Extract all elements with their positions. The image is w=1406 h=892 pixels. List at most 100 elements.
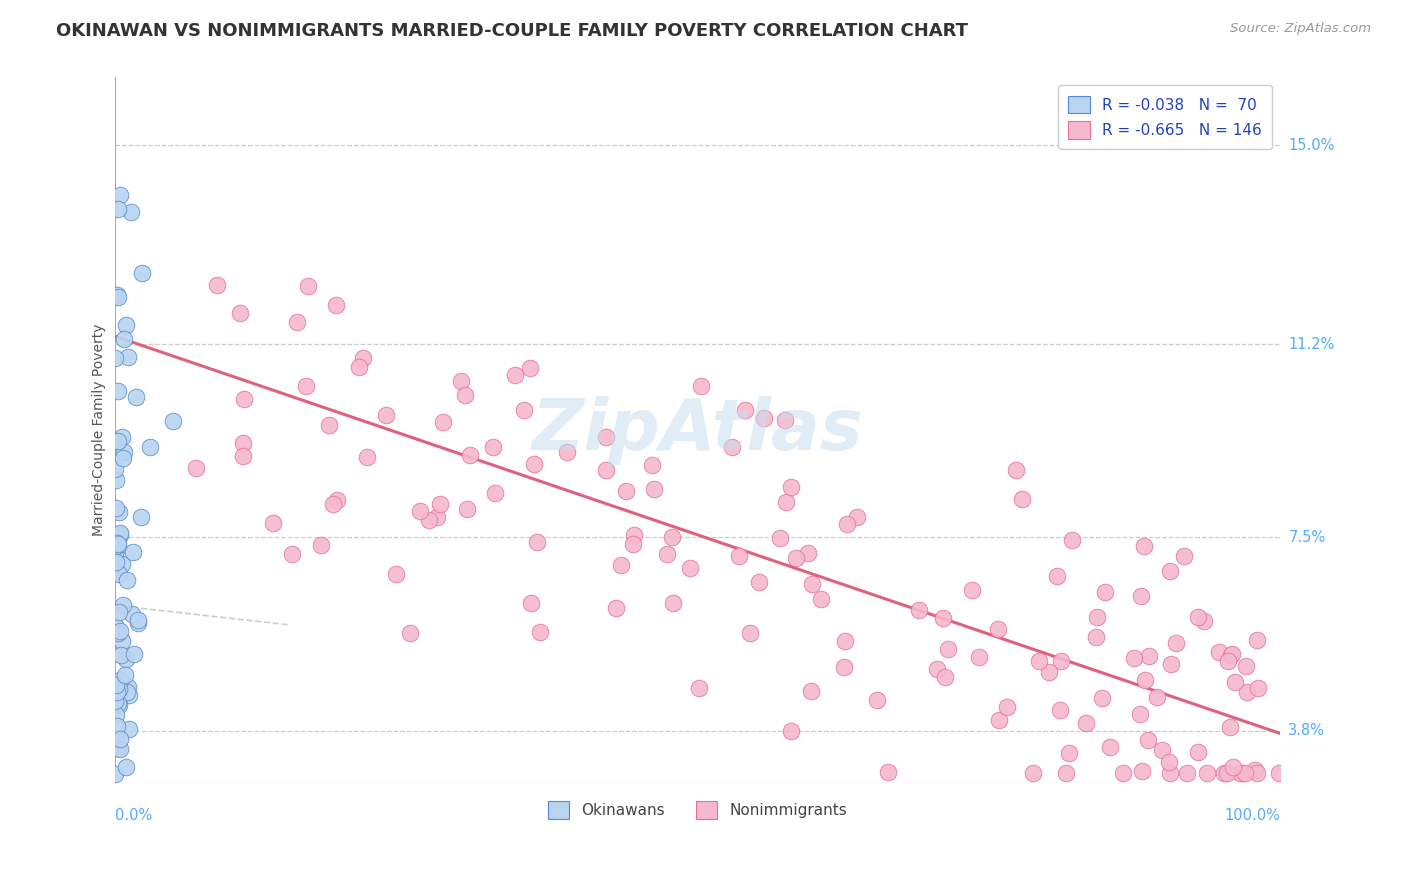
Point [662, 596, 685, 610]
Point [484, 486, 506, 500]
Point [1005, 463, 1028, 477]
Point [688, 681, 710, 695]
Text: 3.8%: 3.8% [1288, 723, 1326, 739]
Point [107, 290, 129, 304]
Text: 0.0%: 0.0% [115, 808, 152, 823]
Point [734, 402, 756, 417]
Point [800, 684, 823, 698]
Text: Source: ZipAtlas.com: Source: ZipAtlas.com [1230, 22, 1371, 36]
Point [108, 505, 131, 519]
Point [105, 287, 128, 301]
Point [679, 561, 702, 575]
Point [118, 688, 141, 702]
Point [111, 598, 134, 612]
Point [124, 390, 146, 404]
Point [609, 558, 631, 573]
Point [262, 516, 284, 530]
Point [117, 685, 139, 699]
Point [456, 501, 478, 516]
Point [112, 332, 135, 346]
Point [1187, 610, 1209, 624]
Point [450, 374, 472, 388]
Point [595, 463, 617, 477]
Point [409, 504, 432, 518]
Point [325, 298, 347, 312]
Point [1267, 765, 1289, 780]
Point [105, 564, 128, 578]
Point [1091, 691, 1114, 706]
Point [1216, 653, 1239, 667]
Point [779, 480, 801, 494]
Text: 7.5%: 7.5% [1288, 530, 1326, 545]
Point [1074, 715, 1097, 730]
Point [1060, 533, 1083, 547]
Point [375, 408, 398, 422]
Point [1225, 675, 1247, 690]
Point [1129, 706, 1152, 721]
Point [233, 392, 256, 406]
Point [118, 722, 141, 736]
Point [1230, 765, 1253, 780]
Point [721, 440, 744, 454]
Point [1160, 657, 1182, 672]
Point [1123, 651, 1146, 665]
Point [520, 596, 543, 610]
Point [1175, 765, 1198, 780]
Point [1028, 654, 1050, 668]
Point [108, 624, 131, 638]
Point [866, 693, 889, 707]
Point [967, 649, 990, 664]
Point [1130, 764, 1153, 778]
Point [775, 495, 797, 509]
Point [105, 678, 128, 692]
Point [1159, 765, 1181, 780]
Point [655, 547, 678, 561]
Point [519, 361, 541, 376]
Point [754, 410, 776, 425]
Point [1133, 673, 1156, 687]
Point [104, 694, 127, 708]
Point [1098, 739, 1121, 754]
Point [162, 414, 184, 428]
Point [129, 509, 152, 524]
Point [1208, 645, 1230, 659]
Point [107, 535, 129, 549]
Point [104, 555, 127, 569]
Point [107, 202, 129, 216]
Point [280, 547, 302, 561]
Point [797, 546, 820, 560]
Point [1166, 635, 1188, 649]
Point [120, 205, 142, 219]
Text: OKINAWAN VS NONIMMIGRANTS MARRIED-COUPLE FAMILY POVERTY CORRELATION CHART: OKINAWAN VS NONIMMIGRANTS MARRIED-COUPLE… [56, 22, 969, 40]
Point [738, 625, 761, 640]
Point [104, 546, 127, 560]
Point [429, 497, 451, 511]
Point [1152, 742, 1174, 756]
Point [934, 670, 956, 684]
Point [1057, 746, 1080, 760]
Point [105, 500, 128, 515]
Point [115, 651, 138, 665]
Point [621, 537, 644, 551]
Point [995, 699, 1018, 714]
Point [482, 440, 505, 454]
Point [1187, 745, 1209, 759]
Point [297, 278, 319, 293]
Legend: Okinawans, Nonimmigrants: Okinawans, Nonimmigrants [541, 795, 853, 825]
Point [104, 731, 127, 745]
Point [385, 567, 408, 582]
Point [1215, 765, 1237, 780]
Point [318, 418, 340, 433]
Point [1222, 760, 1244, 774]
Point [108, 698, 131, 713]
Point [614, 483, 637, 498]
Point [186, 461, 208, 475]
Point [605, 600, 627, 615]
Point [785, 550, 807, 565]
Point [1085, 630, 1108, 644]
Point [122, 647, 145, 661]
Point [115, 760, 138, 774]
Point [121, 545, 143, 559]
Point [779, 724, 801, 739]
Point [107, 741, 129, 756]
